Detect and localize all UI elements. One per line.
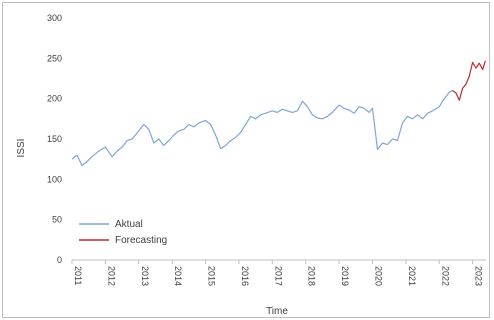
y-tick-label: 300	[47, 13, 62, 23]
y-axis-label: ISSI	[16, 139, 27, 158]
series-lines	[71, 60, 486, 167]
x-tick-label: 2017	[273, 266, 283, 286]
x-tick-label: 2013	[140, 266, 150, 286]
x-tick-label: 2011	[73, 266, 83, 285]
y-tick-label: 250	[47, 53, 62, 63]
x-tick-label: 2012	[106, 266, 116, 286]
x-tick-label: 2020	[373, 266, 383, 286]
y-tick-label: 100	[47, 174, 62, 184]
y-tick-label: 0	[57, 255, 62, 265]
x-axis-label: Time	[266, 306, 288, 317]
y-tick-label: 200	[47, 94, 62, 104]
series-line-forecasting	[452, 60, 486, 101]
y-tick-label: 150	[47, 134, 62, 144]
y-tick-label: 50	[52, 215, 62, 225]
legend: Aktual Forecasting	[79, 219, 167, 246]
x-tick-label: 2022	[440, 266, 450, 286]
y-axis: 0 50 100 150 200 250 300	[47, 13, 62, 265]
x-tick-label: 2016	[240, 266, 250, 286]
legend-label-forecasting: Forecasting	[115, 235, 167, 246]
legend-label-aktual: Aktual	[115, 219, 143, 230]
x-tick-label: 2014	[173, 266, 183, 286]
x-tick-label: 2021	[407, 266, 417, 286]
series-line-aktual	[71, 90, 453, 167]
x-axis: 2011 2012 2013 2014 2015 2016 2017 2018 2019 2020…	[71, 259, 486, 286]
chart-frame	[2, 2, 490, 318]
x-tick-label: 2019	[340, 266, 350, 286]
x-tick-label: 2015	[207, 266, 217, 286]
x-tick-label: 2023	[474, 266, 484, 286]
x-tick-label: 2018	[307, 266, 317, 286]
